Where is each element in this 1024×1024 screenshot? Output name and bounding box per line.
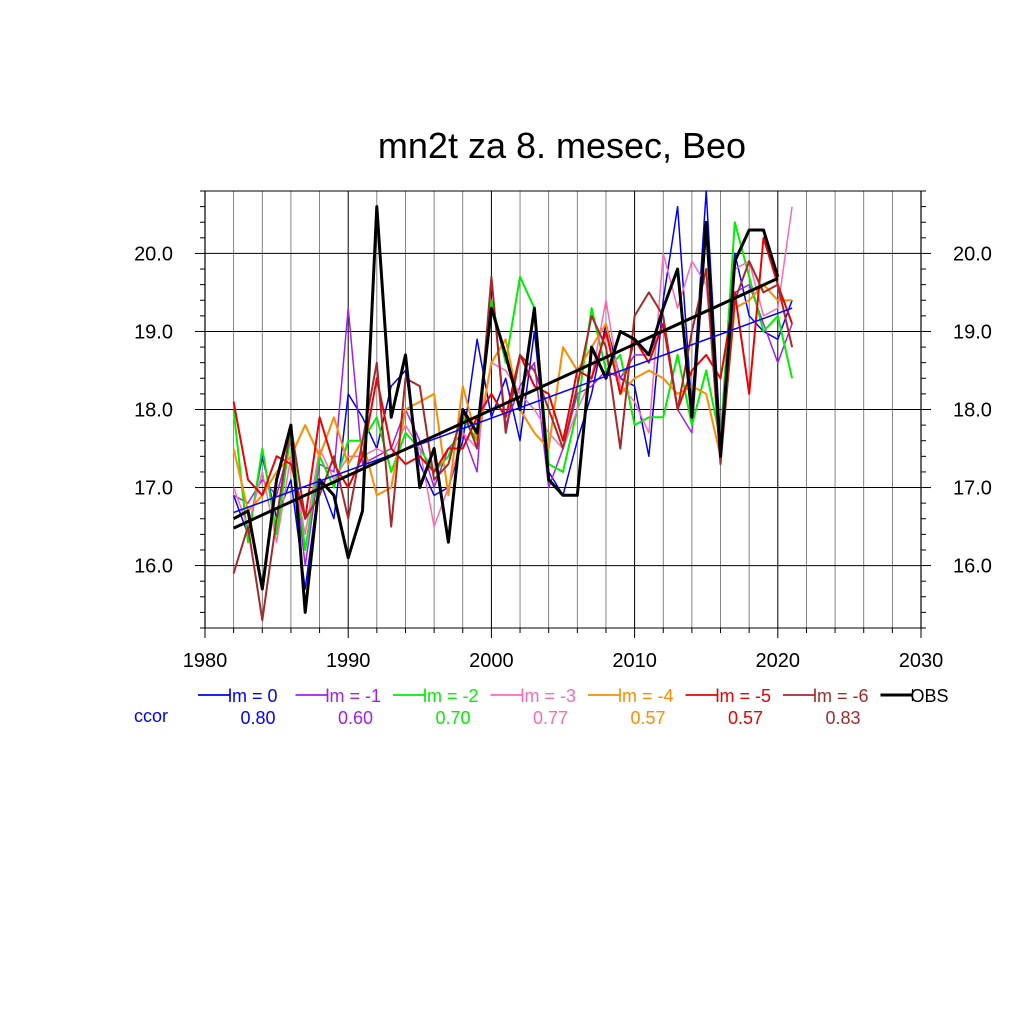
grid [204,190,922,629]
trend-lines [233,277,793,530]
y-tick-label-right: 20.0 [953,243,992,265]
x-tick-label: 1990 [326,650,371,672]
y-tick-label-right: 17.0 [953,478,992,500]
series-lines [232,190,794,622]
trend-line-obs [233,277,779,530]
axes: 16.0 16.0 17.0 17.0 18.0 18.0 19.0 19.0 20.0 20.0… [134,190,992,672]
y-tick-label-left: 16.0 [134,556,173,578]
y-tick-label-left: 17.0 [134,478,173,500]
x-tick-label: 2020 [756,650,801,672]
trend-line-lm0 [233,307,793,514]
ccor-value: 0.57 [728,708,763,728]
ccor-value: 0.83 [825,708,860,728]
legend-label: lm = -1 [326,686,382,706]
ccor-value: 0.60 [338,708,373,728]
y-tick-label-right: 19.0 [953,321,992,343]
ccor-value: 0.77 [533,708,568,728]
ccor-value: 0.57 [630,708,665,728]
legend-label: lm = -4 [618,686,674,706]
chart-title: mn2t za 8. mesec, Beo [378,125,746,166]
series-line-lm2 [232,221,794,551]
ccor-label: ccor [134,706,168,726]
legend-label: lm = -6 [813,686,869,706]
legend-label: lm = -5 [716,686,772,706]
y-tick-label-left: 20.0 [134,243,173,265]
legend-label: lm = -2 [423,686,479,706]
y-tick-label-left: 18.0 [134,400,173,422]
x-tick-label: 2030 [899,650,944,672]
legend-label: OBS [911,686,949,706]
ccor-value: 0.70 [435,708,470,728]
legend-label: lm = -3 [521,686,577,706]
y-tick-label-right: 16.0 [953,556,992,578]
series-line-lm4 [232,283,793,512]
x-tick-label: 1980 [183,650,228,672]
x-tick-label: 2010 [612,650,657,672]
x-tick-label: 2000 [469,650,514,672]
y-tick-label-right: 18.0 [953,400,992,422]
legend-label: lm = 0 [228,686,278,706]
ccor-value: 0.80 [240,708,275,728]
y-tick-label-left: 19.0 [134,321,173,343]
